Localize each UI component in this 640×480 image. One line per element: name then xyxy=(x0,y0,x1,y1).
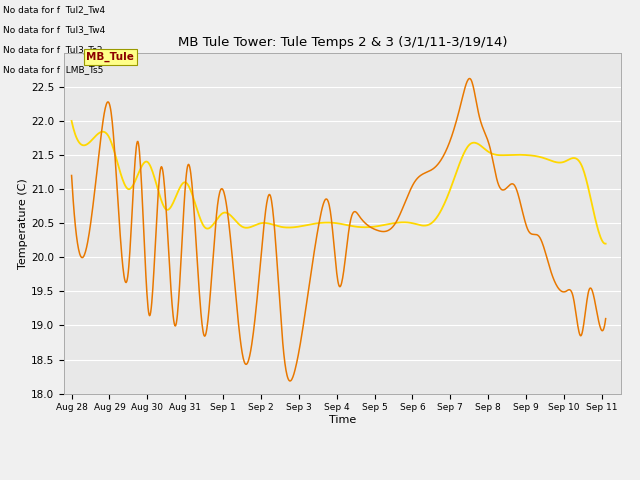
Text: No data for f  Tul2_Tw4: No data for f Tul2_Tw4 xyxy=(3,5,106,14)
X-axis label: Time: Time xyxy=(329,415,356,425)
Text: No data for f  Tul3_Ts2: No data for f Tul3_Ts2 xyxy=(3,45,102,54)
Legend: Tul2_Ts-2, Tul2_Ts-8: Tul2_Ts-2, Tul2_Ts-8 xyxy=(243,474,442,480)
Text: MB_Tule: MB_Tule xyxy=(86,52,134,62)
Title: MB Tule Tower: Tule Temps 2 & 3 (3/1/11-3/19/14): MB Tule Tower: Tule Temps 2 & 3 (3/1/11-… xyxy=(178,36,507,49)
Text: No data for f  Tul3_Tw4: No data for f Tul3_Tw4 xyxy=(3,25,106,34)
Text: No data for f  LMB_Ts5: No data for f LMB_Ts5 xyxy=(3,65,104,74)
Y-axis label: Temperature (C): Temperature (C) xyxy=(19,178,28,269)
